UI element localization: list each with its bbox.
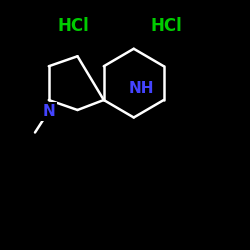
Text: HCl: HCl [58, 17, 90, 35]
Text: HCl: HCl [150, 17, 182, 35]
Text: N: N [42, 104, 55, 119]
Text: NH: NH [128, 81, 154, 96]
